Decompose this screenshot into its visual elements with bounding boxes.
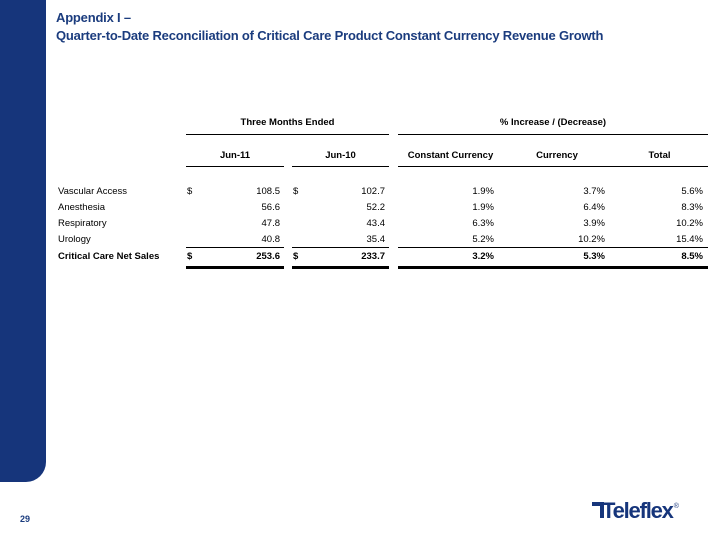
value-currency: 3.7% [583, 186, 605, 197]
value-jun-10: 35.4 [366, 234, 386, 245]
page-number: 29 [20, 514, 31, 524]
row-label: Critical Care Net Sales [58, 251, 160, 262]
value-jun-11: 56.6 [261, 202, 281, 213]
rule-below-total-jun-11 [186, 266, 284, 269]
teleflex-logo-text: Teleflex [602, 498, 674, 523]
rule-above-total-percent [398, 247, 708, 248]
table-row: Vascular Access $ 108.5 $ 102.7 1.9% 3.7… [0, 186, 720, 199]
dollar-sign: $ [293, 251, 299, 262]
table-row: Respiratory 47.8 43.4 6.3% 3.9% 10.2% [0, 218, 720, 231]
rule-above-total-jun-11 [186, 247, 284, 248]
value-jun-10: 52.2 [366, 202, 386, 213]
rule-below-total-percent [398, 266, 708, 269]
registered-trademark-icon: ® [673, 503, 679, 510]
title-line-2: Quarter-to-Date Reconciliation of Critic… [56, 28, 604, 43]
value-constant-currency: 5.2% [472, 234, 494, 245]
column-header-total: Total [648, 150, 671, 161]
value-constant-currency: 6.3% [472, 218, 494, 229]
rule-under-jun-11 [186, 166, 284, 167]
value-jun-11: 40.8 [261, 234, 281, 245]
value-jun-10: 102.7 [361, 186, 385, 197]
rule-under-percent-columns [398, 166, 708, 167]
value-constant-currency: 1.9% [472, 202, 494, 213]
value-jun-11: 108.5 [256, 186, 280, 197]
title-line-1: Appendix I – [56, 10, 131, 25]
value-constant-currency: 3.2% [472, 251, 494, 262]
value-currency: 6.4% [583, 202, 605, 213]
value-total: 5.6% [681, 186, 703, 197]
column-header-constant-currency: Constant Currency [407, 150, 494, 161]
row-label: Urology [58, 234, 91, 245]
teleflex-logo: Teleflex ® [592, 499, 679, 523]
value-total: 10.2% [676, 218, 703, 229]
slide-title: Appendix I – Quarter-to-Date Reconciliat… [56, 9, 603, 45]
dollar-sign: $ [187, 186, 193, 197]
group-header-percent-increase-decrease: % Increase / (Decrease) [499, 117, 607, 128]
teleflex-logo-mark-icon [592, 502, 604, 518]
value-currency: 3.9% [583, 218, 605, 229]
value-currency: 5.3% [583, 251, 605, 262]
table-row: Urology 40.8 35.4 5.2% 10.2% 15.4% [0, 234, 720, 247]
value-jun-11: 253.6 [256, 251, 280, 262]
value-total: 8.3% [681, 202, 703, 213]
rule-under-right-group [398, 134, 708, 135]
value-jun-11: 47.8 [261, 218, 281, 229]
rule-under-jun-10 [292, 166, 389, 167]
row-label: Anesthesia [58, 202, 106, 213]
value-constant-currency: 1.9% [472, 186, 494, 197]
rule-above-total-jun-10 [292, 247, 389, 248]
column-header-currency: Currency [536, 150, 578, 161]
rule-under-left-group [186, 134, 389, 135]
row-label: Respiratory [58, 218, 107, 229]
value-total: 15.4% [676, 234, 703, 245]
left-accent-bar [0, 0, 46, 482]
dollar-sign: $ [293, 186, 299, 197]
column-header-jun-10: Jun-10 [325, 150, 356, 161]
value-jun-10: 233.7 [361, 251, 385, 262]
table-total-row: Critical Care Net Sales $ 253.6 $ 233.7 … [0, 251, 720, 264]
rule-below-total-jun-10 [292, 266, 389, 269]
dollar-sign: $ [187, 251, 193, 262]
group-header-three-months-ended: Three Months Ended [240, 117, 335, 128]
value-total: 8.5% [681, 251, 703, 262]
value-jun-10: 43.4 [366, 218, 386, 229]
value-currency: 10.2% [578, 234, 605, 245]
column-header-jun-11: Jun-11 [219, 150, 251, 161]
row-label: Vascular Access [58, 186, 127, 197]
table-row: Anesthesia 56.6 52.2 1.9% 6.4% 8.3% [0, 202, 720, 215]
